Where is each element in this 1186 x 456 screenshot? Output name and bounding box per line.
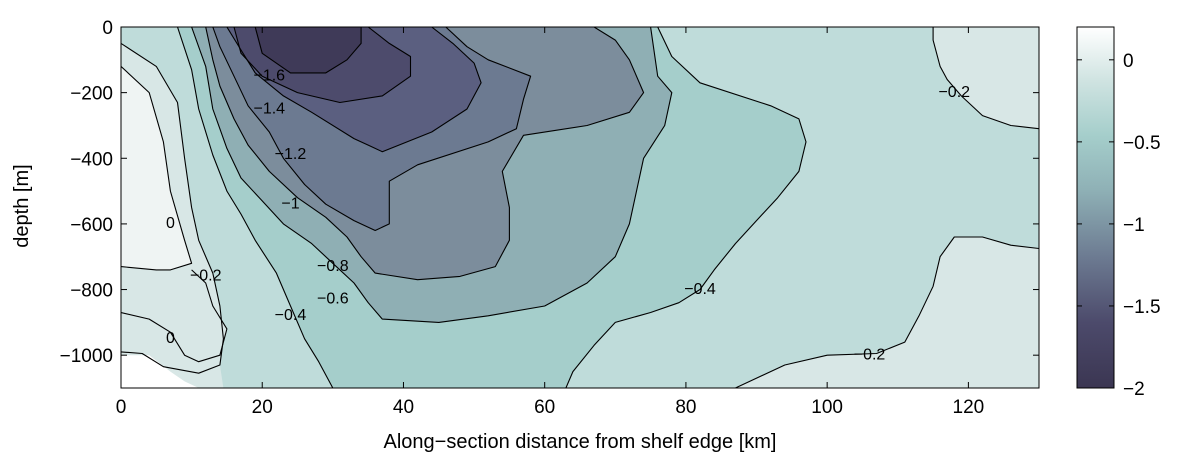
x-tick-label: 0 [116, 397, 127, 418]
x-tick-label: 40 [393, 397, 414, 418]
contour-line [191, 27, 673, 323]
contour-line [932, 27, 1039, 130]
contour-line [233, 27, 412, 104]
x-tick-label: 120 [953, 397, 985, 418]
contour-line [121, 65, 193, 271]
contour-label: −0.8 [317, 258, 349, 275]
y-tick-label: −1000 [60, 346, 113, 367]
contour-label: −0.4 [275, 307, 307, 324]
x-tick-label: 80 [675, 397, 696, 418]
contour-line [121, 269, 228, 363]
x-axis-ticks: 0 20 40 60 80 100 120 [116, 27, 985, 418]
contour-label: −0.2 [190, 268, 222, 285]
colorbar-tick-label: −0.5 [1123, 133, 1161, 154]
contour-label: −1.4 [253, 100, 285, 117]
contour-label: −0.2 [854, 346, 886, 363]
contour-label: 0 [166, 215, 175, 232]
contour-lines [121, 27, 1039, 388]
fill-region [121, 269, 227, 388]
fill-region [121, 66, 192, 270]
contour-line [735, 236, 1039, 388]
plot-frame [120, 26, 1040, 389]
contour-labels: −1.6 −1.4 −1.2 −1 −0.8 −0.6 −0.4 −0.2 0 0 −0.4 −0.2… [166, 67, 970, 363]
contour-line [226, 27, 482, 153]
y-tick-label: −800 [70, 281, 113, 302]
x-tick-label: 20 [252, 397, 273, 418]
y-tick-label: −600 [70, 215, 113, 236]
y-tick-label: −200 [70, 84, 113, 105]
contour-line [176, 27, 334, 388]
contour-label: −1 [281, 195, 299, 212]
x-tick-label: 100 [811, 397, 843, 418]
bathymetry-mask [121, 355, 199, 388]
y-axis-ticks: 0 −200 −400 −600 −800 −1000 [60, 18, 1039, 367]
contour-line [205, 27, 645, 281]
fill-region [255, 27, 362, 73]
contour-label: −0.4 [684, 281, 716, 298]
contour-label: −0.6 [317, 291, 349, 308]
contour-line [565, 27, 807, 388]
x-axis-label: Along−section distance from shelf edge [… [384, 431, 777, 453]
y-tick-label: 0 [102, 18, 113, 39]
y-tick-label: −400 [70, 149, 113, 170]
contour-label: −0.2 [938, 84, 970, 101]
x-tick-label: 60 [534, 397, 555, 418]
contour-line [121, 42, 224, 374]
colorbar-tick-label: −2 [1123, 379, 1145, 400]
colorbar: 0 −0.5 −1 −1.5 −2 [1076, 26, 1161, 400]
colorbar-tick-label: −1.5 [1123, 297, 1161, 318]
contour-line [212, 27, 532, 232]
colorbar-ticks: 0 −0.5 −1 −1.5 −2 [1077, 51, 1161, 400]
contour-label: −1.2 [275, 146, 307, 163]
colorbar-tick-label: −1 [1123, 215, 1145, 236]
fill-region [933, 27, 1039, 129]
colorbar-tick-label: 0 [1123, 51, 1134, 72]
colorbar-gradient [1076, 26, 1115, 389]
plot-area: −1.6 −1.4 −1.2 −1 −0.8 −0.6 −0.4 −0.2 0 0 −0.4 −0.2… [60, 18, 1040, 418]
contour-fills [121, 27, 1039, 388]
contour-line [254, 27, 362, 74]
fill-region [735, 237, 1039, 388]
contour-label: 0 [166, 330, 175, 347]
contour-label: −1.6 [253, 67, 285, 84]
y-axis-label: depth [m] [11, 164, 33, 247]
